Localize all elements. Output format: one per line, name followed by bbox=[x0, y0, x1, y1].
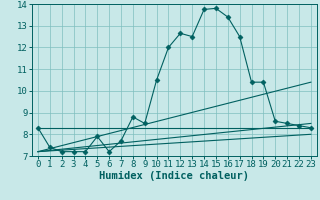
X-axis label: Humidex (Indice chaleur): Humidex (Indice chaleur) bbox=[100, 171, 249, 181]
